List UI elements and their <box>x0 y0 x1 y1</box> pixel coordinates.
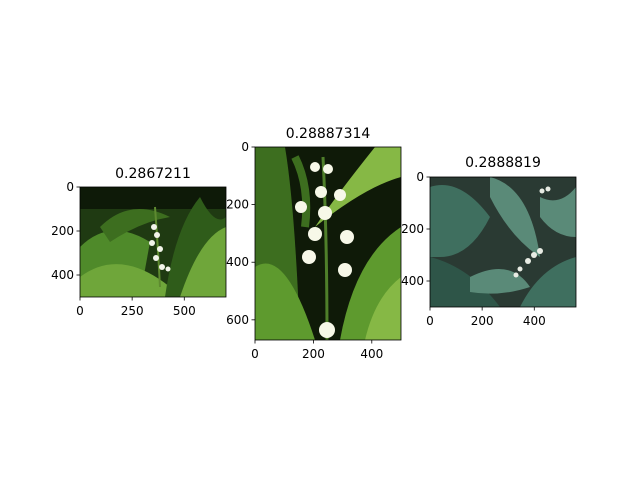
subplot-3-frame <box>429 176 577 308</box>
subplot-1-xtick-label: 250 <box>121 304 144 318</box>
subplot-1-xtick-label: 0 <box>76 304 84 318</box>
subplot-3-ytick-label: 200 <box>401 222 424 236</box>
subplot-2-frame <box>254 146 402 341</box>
subplot-2-ytick-label: 0 <box>241 140 249 154</box>
subplot-2-xtick-label: 0 <box>251 347 259 361</box>
subplot-3-xtick-label: 400 <box>523 314 546 328</box>
subplot-1-frame <box>79 186 227 298</box>
subplot-3-image <box>430 177 576 307</box>
subplot-1-ytick-label: 0 <box>66 180 74 194</box>
subplot-2-xtick-label: 200 <box>302 347 325 361</box>
subplot-2-axes: 0 200 400 0 200 400 600 <box>226 140 383 361</box>
subplot-1-xtick-label: 500 <box>173 304 196 318</box>
subplot-1: 0.2867211 0 250 500 0 200 400 <box>51 166 227 318</box>
subplot-2-image <box>255 147 401 340</box>
subplot-3: 0.2888819 0 200 400 0 200 400 <box>401 155 577 328</box>
subplot-1-axes: 0 250 500 0 200 400 <box>51 180 196 318</box>
subplot-1-ytick-label: 200 <box>51 224 74 238</box>
subplot-2-ytick-label: 200 <box>226 198 249 212</box>
subplot-3-ytick-label: 0 <box>416 170 424 184</box>
subplot-3-ytick-label: 400 <box>401 274 424 288</box>
subplot-2-xtick-label: 400 <box>360 347 383 361</box>
subplot-1-title: 0.2867211 <box>115 166 191 182</box>
subplot-3-xtick-label: 0 <box>426 314 434 328</box>
subplot-2-ytick-label: 600 <box>226 313 249 327</box>
subplot-1-image <box>80 187 226 297</box>
subplot-1-ytick-label: 400 <box>51 268 74 282</box>
subplot-2-title: 0.28887314 <box>286 126 371 142</box>
subplot-2-ytick-label: 400 <box>226 255 249 269</box>
subplot-3-title: 0.2888819 <box>465 155 541 171</box>
subplot-3-axes: 0 200 400 0 200 400 <box>401 170 546 328</box>
subplot-2: 0.28887314 0 200 400 0 200 400 600 <box>226 126 402 361</box>
subplot-3-xtick-label: 200 <box>471 314 494 328</box>
